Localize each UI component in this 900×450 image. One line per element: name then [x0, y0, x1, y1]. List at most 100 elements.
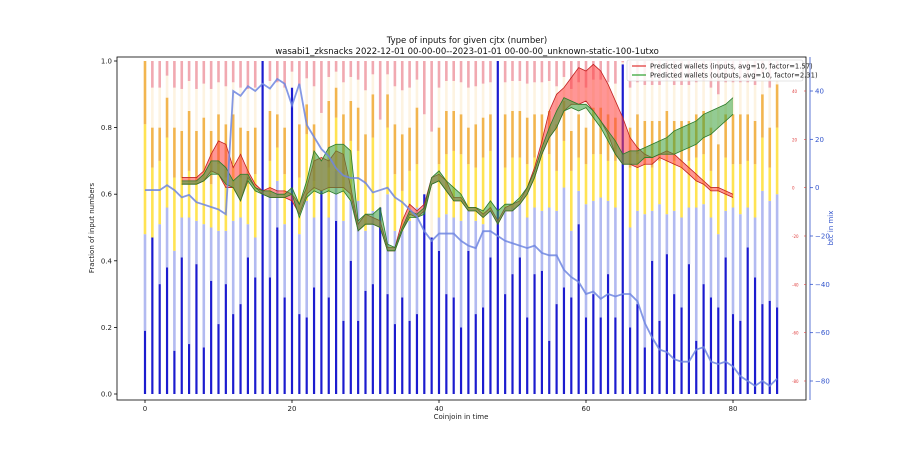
- bar-segment: [231, 164, 235, 221]
- bar-segment: [253, 87, 257, 128]
- bar-segment: [268, 194, 272, 278]
- bar-segment: [636, 304, 639, 394]
- bar-segment: [173, 250, 176, 351]
- bar-segment: [739, 114, 742, 165]
- bar-segment: [180, 257, 183, 394]
- bar-segment: [503, 61, 507, 83]
- bar-segment: [731, 207, 735, 315]
- bar-segment: [283, 224, 286, 298]
- bar-segment: [768, 87, 772, 128]
- bar-segment: [547, 80, 551, 111]
- bar-segment: [320, 61, 323, 113]
- bar-segment: [459, 154, 463, 221]
- bar-segment: [577, 114, 580, 158]
- bar-segment: [518, 110, 522, 158]
- bar-segment: [467, 250, 470, 394]
- bar-segment: [209, 227, 213, 281]
- bar-segment: [687, 207, 691, 265]
- bar-segment: [371, 284, 374, 394]
- bar-segment: [232, 314, 235, 394]
- bar-segment: [335, 220, 338, 394]
- bar-segment: [253, 174, 257, 238]
- bar-segment: [253, 127, 257, 175]
- bar-segment: [290, 71, 294, 88]
- bar-segment: [606, 61, 610, 83]
- bar-segment: [680, 307, 683, 394]
- bar-segment: [459, 114, 463, 155]
- bar-segment: [217, 324, 220, 394]
- bar-segment: [217, 82, 220, 115]
- bar-segment: [386, 94, 389, 128]
- bar-segment: [180, 88, 184, 131]
- bar-segment: [165, 137, 169, 208]
- bar-segment: [452, 150, 455, 218]
- bar-segment: [592, 200, 595, 295]
- bar-segment: [636, 82, 639, 115]
- bar-segment: [768, 200, 772, 301]
- bar-segment: [731, 164, 735, 208]
- bar-segment: [621, 62, 625, 65]
- bar-segment: [320, 190, 323, 394]
- bar-segment: [746, 247, 749, 394]
- bar-segment: [753, 217, 757, 278]
- bar-segment: [525, 61, 529, 84]
- bar-segment: [187, 217, 191, 345]
- bar-segment: [158, 61, 161, 88]
- bar-segment: [445, 214, 448, 295]
- bar-segment: [202, 83, 206, 118]
- bar-segment: [599, 107, 602, 155]
- bar-segment: [202, 224, 206, 348]
- bar-segment: [202, 170, 206, 225]
- bar-segment: [599, 197, 602, 318]
- bar-segment: [268, 61, 272, 81]
- bar-segment: [753, 84, 757, 121]
- bar-segment: [628, 167, 632, 228]
- bar-segment: [239, 87, 242, 128]
- chart-subtitle: wasabi1_zksnacks 2022-12-01 00-00-00--20…: [275, 47, 659, 57]
- bar-segment: [356, 200, 360, 321]
- bar-segment: [276, 180, 279, 228]
- bar-segment: [349, 61, 353, 77]
- bar-segment: [547, 154, 551, 208]
- bar-segment: [202, 347, 205, 394]
- bar-segment: [430, 237, 433, 394]
- bar-segment: [481, 224, 485, 308]
- bar-segment: [158, 224, 161, 285]
- bar-segment: [665, 80, 669, 111]
- bar-segment: [658, 320, 661, 394]
- bar-segment: [599, 61, 602, 80]
- bar-segment: [540, 82, 544, 115]
- bar-segment: [518, 61, 522, 81]
- bar-segment: [320, 112, 323, 191]
- bar-segment: [702, 204, 705, 285]
- bar-segment: [665, 214, 669, 255]
- bar-segment: [290, 87, 294, 394]
- bar-segment: [746, 207, 749, 248]
- bar-segment: [717, 307, 720, 394]
- bar-segment: [217, 61, 220, 83]
- bar-segment: [253, 237, 257, 278]
- bar-segment: [143, 124, 147, 235]
- bar-segment: [570, 61, 573, 89]
- y3-tick-label: -80: [792, 379, 799, 384]
- bar-segment: [511, 207, 514, 275]
- bar-segment: [511, 110, 514, 158]
- bar-segment: [364, 134, 367, 185]
- bar-segment: [503, 82, 507, 115]
- bar-segment: [555, 210, 558, 305]
- bar-segment: [650, 210, 654, 261]
- bar-segment: [298, 61, 301, 87]
- bar-segment: [254, 277, 257, 394]
- bar-segment: [268, 277, 272, 394]
- bar-segment: [555, 61, 558, 87]
- bar-segment: [400, 90, 404, 135]
- bar-segment: [342, 61, 345, 83]
- bar-segment: [768, 127, 772, 168]
- y-tick-label: 0.8: [101, 124, 112, 132]
- bar-segment: [761, 190, 764, 305]
- bar-segment: [672, 160, 676, 211]
- bar-segment: [349, 76, 353, 101]
- y2-tick-label: −40: [815, 281, 830, 289]
- bar-segment: [239, 304, 242, 394]
- bar-segment: [621, 61, 625, 63]
